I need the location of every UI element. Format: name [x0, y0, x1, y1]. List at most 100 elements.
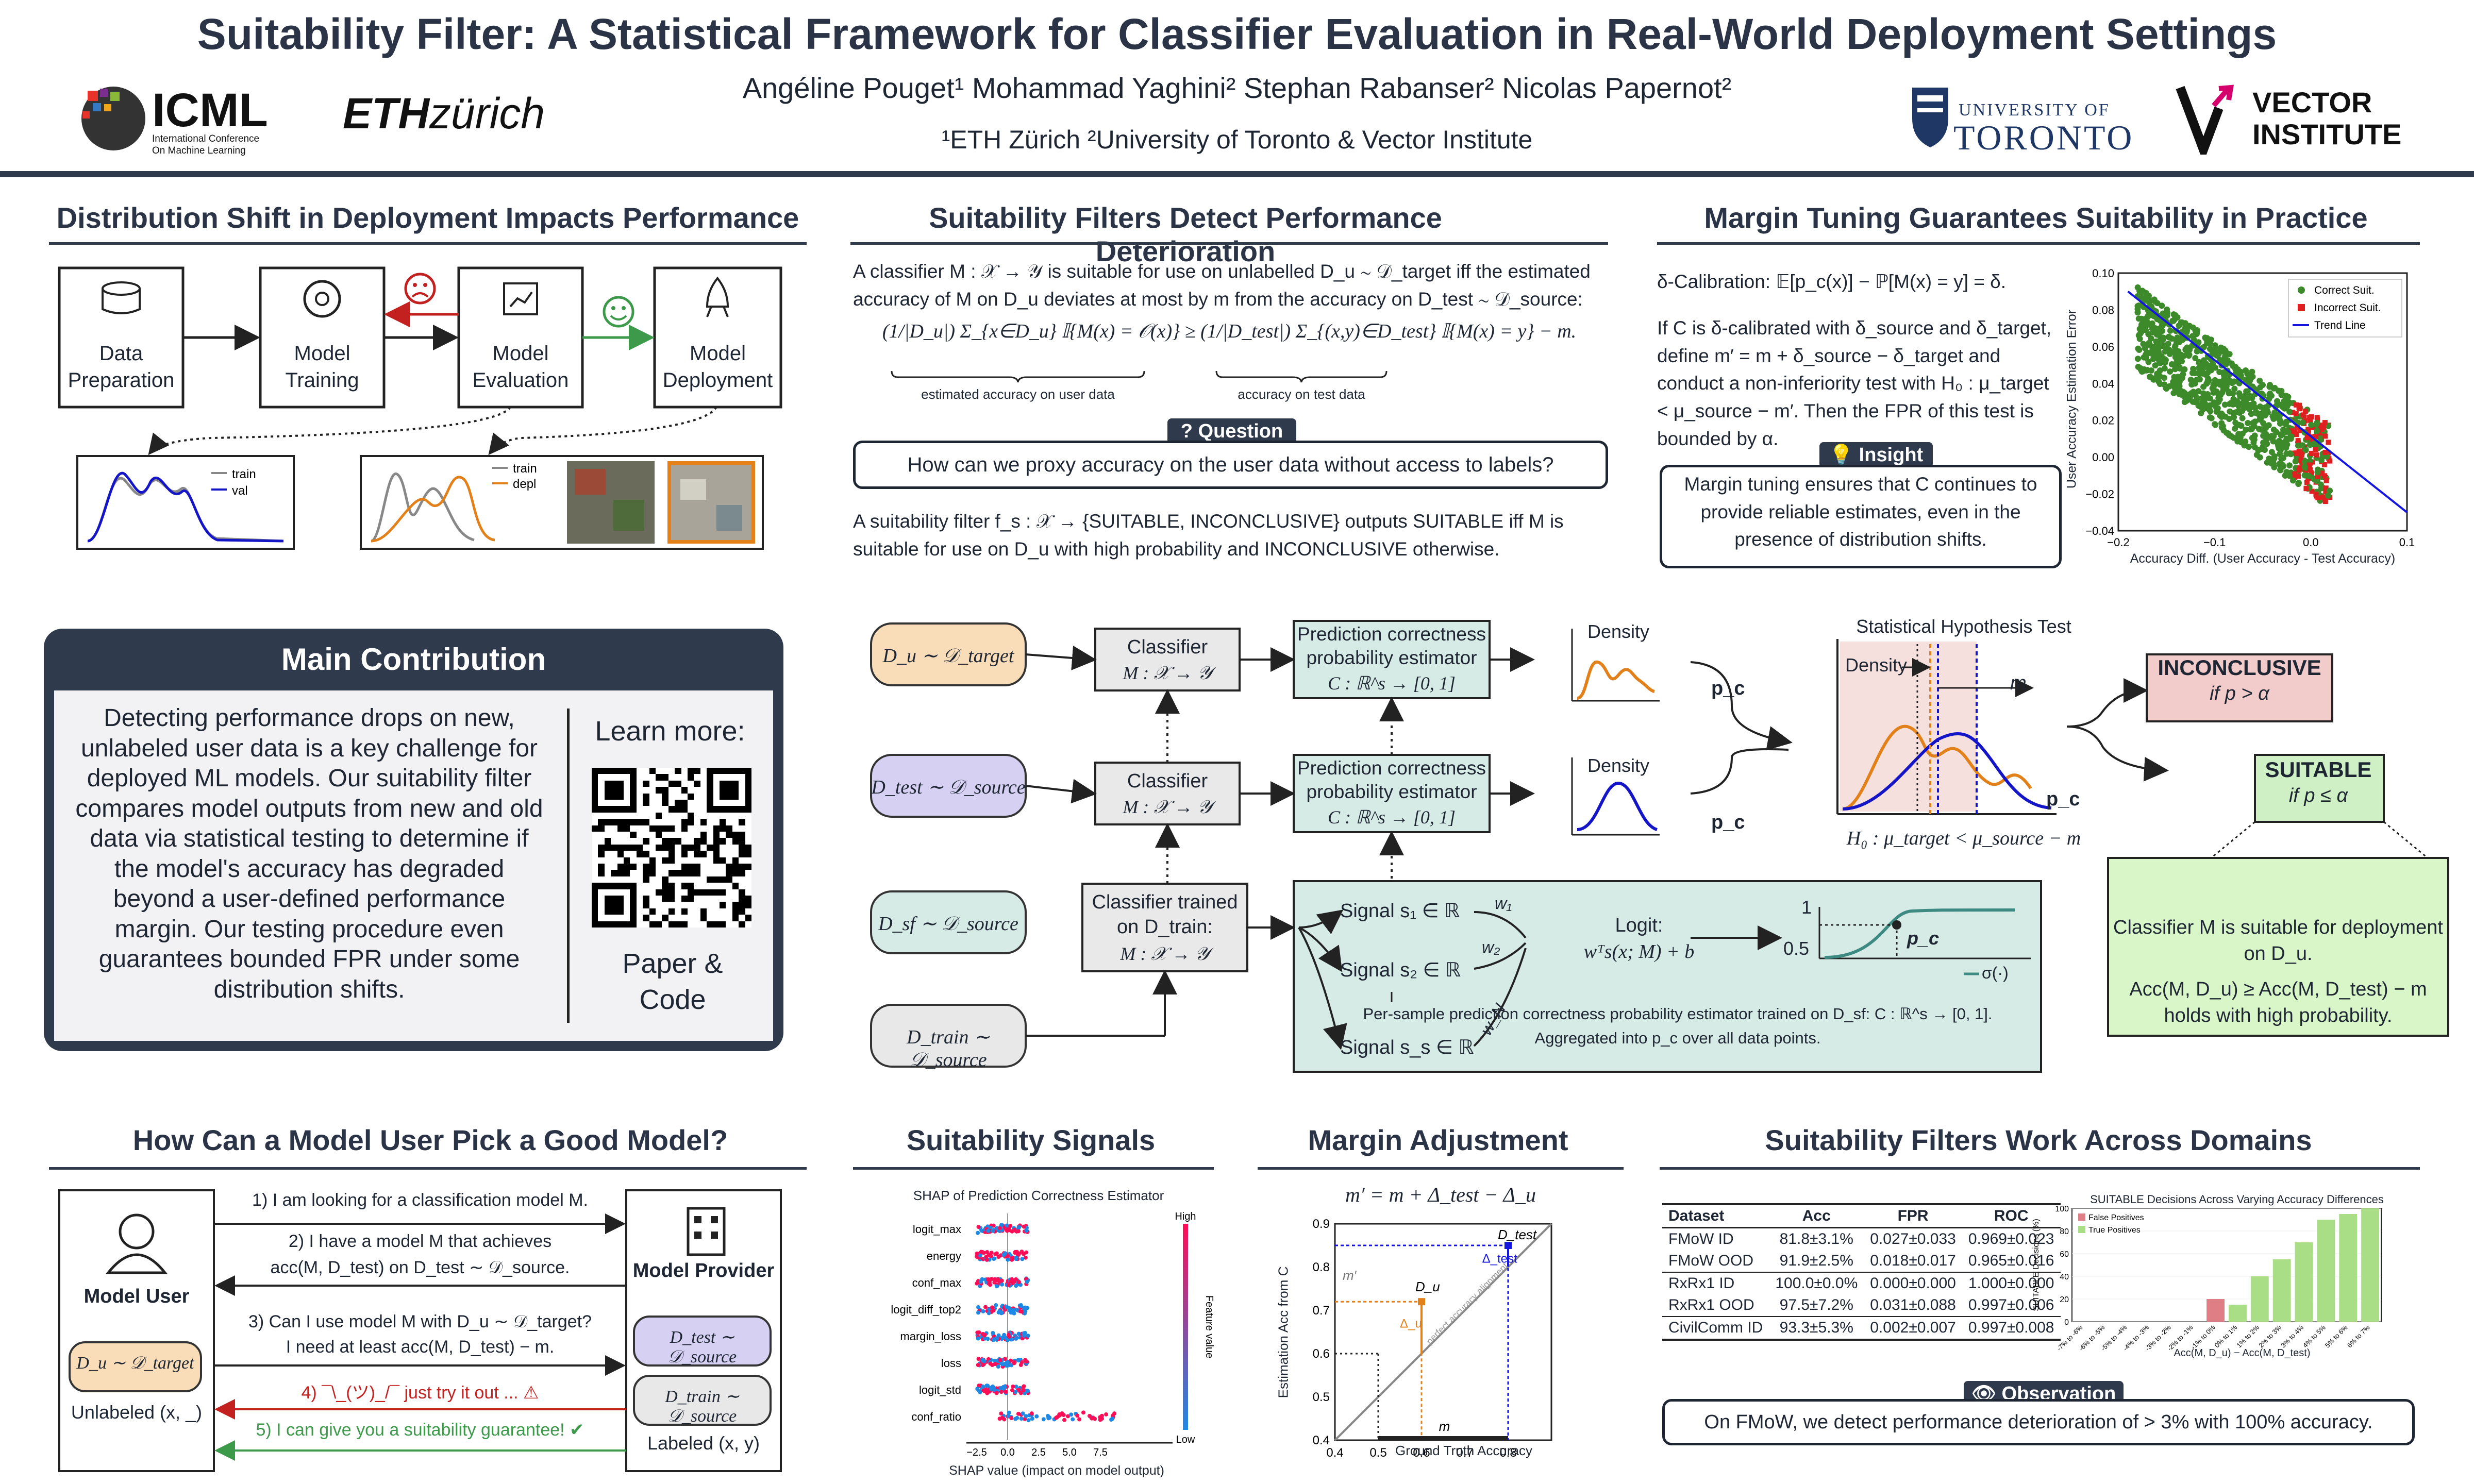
scatter-point-correct: [2134, 303, 2141, 310]
scatter-point-correct: [2159, 302, 2165, 309]
adj-du-point: [1418, 1298, 1425, 1306]
scatter-point-correct: [2306, 442, 2313, 448]
shap-point: [980, 1358, 985, 1362]
shap-point: [991, 1223, 996, 1228]
scatter-point-correct: [2226, 432, 2232, 439]
legend-train-2: train: [513, 462, 537, 476]
scatter-legend: [2288, 279, 2402, 338]
scatter-point-incorrect: [2318, 430, 2323, 436]
scatter-point-correct: [2237, 422, 2244, 429]
adj-ytick: 0.5: [1313, 1390, 1330, 1404]
pc-label-1: p_c: [1711, 678, 1745, 699]
shap-feature-label: loss: [941, 1357, 961, 1370]
adj-ytick: 0.7: [1313, 1304, 1330, 1318]
vector-name: VECTOR INSTITUTE: [2252, 86, 2402, 150]
warning-icon: ⚠: [523, 1383, 539, 1403]
scatter-point-correct: [2239, 415, 2246, 421]
scatter-point-correct: [2186, 396, 2193, 403]
shap-point: [1004, 1390, 1008, 1394]
msg-1: 1) I am looking for a classification mod…: [252, 1190, 588, 1210]
scatter-point-incorrect: [2290, 410, 2296, 415]
scatter-point-incorrect: [2312, 424, 2317, 430]
scatter-point-correct: [2179, 358, 2185, 364]
sigmoid-half: 0.5: [1783, 938, 1810, 959]
shap-point: [1013, 1251, 1017, 1255]
scatter-point-incorrect: [2322, 449, 2328, 455]
scatter-point-correct: [2153, 338, 2160, 345]
scatter-point-correct: [2181, 390, 2187, 396]
scatter-point-correct: [2212, 421, 2218, 428]
scatter-point-correct: [2302, 447, 2309, 453]
shap-point: [1002, 1417, 1007, 1422]
bar-ytick: 20: [2060, 1295, 2069, 1304]
shap-point: [1022, 1306, 1026, 1310]
scatter-point-incorrect: [2322, 473, 2328, 479]
scatter-point-correct: [2174, 314, 2181, 321]
section-margin-adj: Margin Adjustment: [1308, 1124, 1568, 1156]
shap-point: [986, 1228, 991, 1233]
shap-point: [983, 1305, 988, 1309]
scatter-point-correct: [2136, 326, 2143, 332]
paper-code-label[interactable]: Paper & Code: [622, 948, 723, 1016]
adj-xtick: 0.4: [1326, 1446, 1343, 1460]
scatter-point-correct: [2199, 405, 2206, 412]
adj-xtick: 0.8: [1499, 1446, 1516, 1460]
scatter-point-correct: [2171, 385, 2178, 392]
scatter-legend-label: Trend Line: [2314, 319, 2366, 331]
shap-point: [978, 1390, 982, 1394]
shap-point: [1021, 1385, 1026, 1390]
shap-point: [978, 1253, 982, 1257]
shap-plot: logit_max energy conf_max logit_diff_top2 ma…: [853, 1208, 1224, 1466]
scatter-point-incorrect: [2299, 451, 2304, 457]
suitable-formula: (1/|D_u|) Σ_{x∈D_u} 𝕀{M(x) = 𝒪(x)} ≥ (1/…: [882, 321, 1577, 342]
shap-point: [1093, 1416, 1097, 1421]
scatter-point-correct: [2236, 390, 2243, 397]
green-text-2: Acc(M, D_u) ≥ Acc(M, D_test) − m holds w…: [2129, 979, 2427, 1027]
shap-point: [1004, 1363, 1009, 1368]
legend-depl: depl: [513, 477, 536, 491]
classifier-1: Classifier: [1127, 636, 1208, 658]
scatter-point-incorrect: [2303, 486, 2309, 492]
shap-point: [984, 1254, 989, 1259]
labeled-label: Labeled (x, y): [647, 1432, 760, 1454]
provider-dtrain: D_train ∼ 𝒟_source: [665, 1387, 740, 1426]
scatter-point-correct: [2145, 292, 2152, 299]
cell: 0.965±0.016: [1962, 1250, 2061, 1273]
scatter-point-correct: [2327, 487, 2333, 494]
scatter-point-correct: [2174, 334, 2181, 341]
scatter-point-correct: [2140, 289, 2147, 295]
adj-xtick: 0.6: [1413, 1446, 1430, 1460]
bar-chart-xlabel: Acc(M, D_u) − Acc(M, D_test): [2174, 1347, 2311, 1359]
scatter-point-incorrect: [2306, 462, 2312, 468]
rule: [49, 242, 807, 245]
scatter-point-correct: [2172, 346, 2179, 353]
shap-point: [988, 1361, 993, 1366]
scatter-point-correct: [2152, 362, 2159, 369]
scatter-point-correct: [2263, 431, 2269, 438]
shap-title: SHAP of Prediction Correctness Estimator: [913, 1188, 1164, 1203]
scatter-point-correct: [2275, 443, 2282, 450]
th-roc: ROC: [1962, 1203, 2061, 1228]
scatter-point-incorrect: [2302, 409, 2308, 414]
qr-code[interactable]: [592, 768, 751, 927]
scatter-point-correct: [2206, 346, 2213, 352]
cell: 0.002±0.007: [1864, 1317, 1962, 1341]
shap-point: [986, 1277, 991, 1281]
shap-point: [976, 1310, 980, 1315]
shap-high: High: [1175, 1211, 1196, 1222]
shap-point: [982, 1333, 987, 1337]
scatter-point-correct: [2193, 397, 2199, 404]
scatter-point-correct: [2249, 368, 2255, 375]
shap-point: [993, 1362, 997, 1367]
test-m: m: [2010, 672, 2027, 694]
msg-4: 4) ¯\_(ツ)_/¯ just try it out ... ⚠: [301, 1383, 539, 1403]
scatter-point-incorrect: [2315, 495, 2321, 500]
shap-point: [985, 1250, 990, 1255]
scatter-plot: 0.10 0.08 0.06 0.04 0.02 0.00 −0.02 −0.04 −0.2 −0…: [2067, 263, 2438, 572]
scatter-point-correct: [2221, 354, 2228, 361]
density-label-2: Density: [1587, 755, 1650, 776]
scatter-point-correct: [2207, 408, 2214, 414]
shap-point: [976, 1230, 980, 1235]
scatter-point-correct: [2223, 383, 2230, 390]
classifier-2-sig: M : 𝒳 → 𝒴: [1123, 797, 1212, 817]
